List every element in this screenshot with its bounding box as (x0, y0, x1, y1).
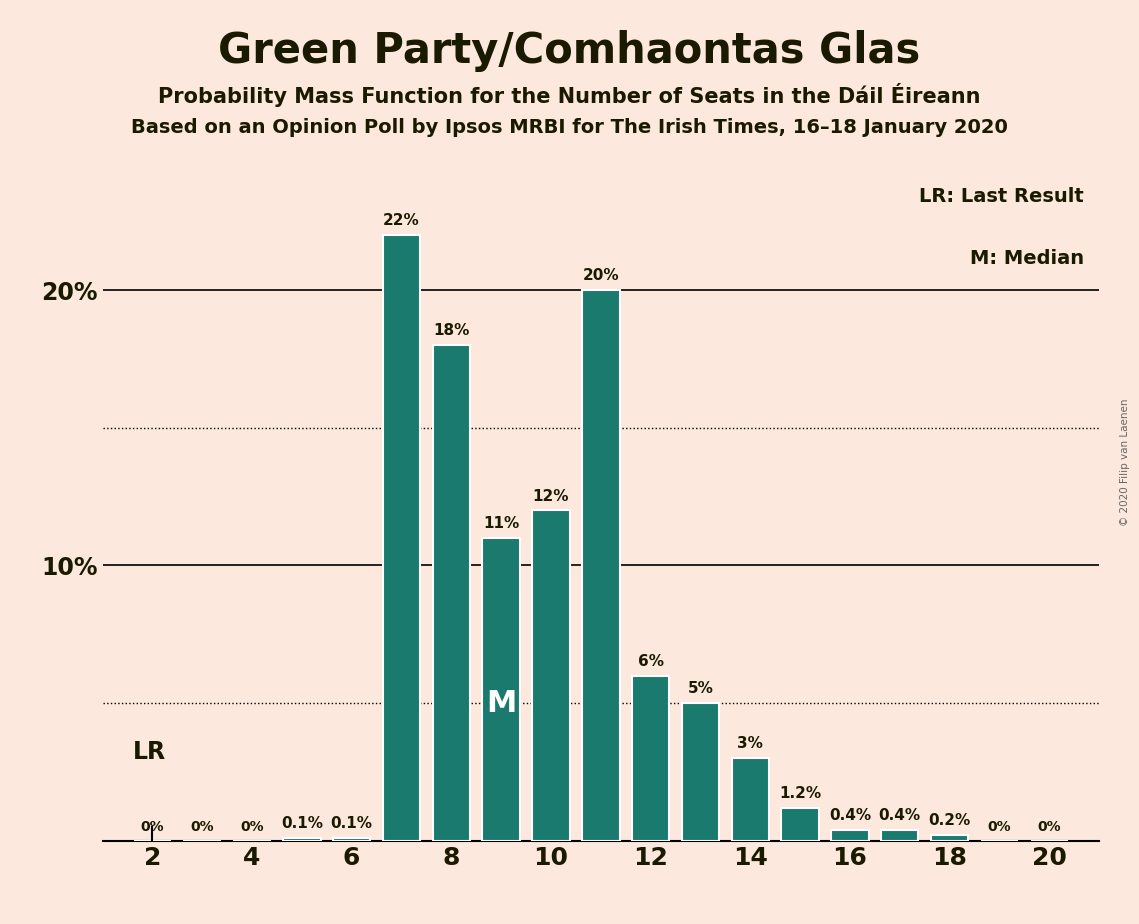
Bar (632, 675, 670, 841)
Text: 22%: 22% (383, 213, 420, 228)
Text: M: Median: M: Median (970, 249, 1084, 268)
Text: 0.1%: 0.1% (281, 816, 322, 832)
Text: M: M (486, 688, 516, 718)
Text: 0.1%: 0.1% (330, 816, 372, 832)
Bar (284, 838, 320, 841)
Bar (731, 759, 769, 841)
Text: Based on an Opinion Poll by Ipsos MRBI for The Irish Times, 16–18 January 2020: Based on an Opinion Poll by Ipsos MRBI f… (131, 118, 1008, 138)
Text: 18%: 18% (433, 323, 469, 338)
Bar (333, 838, 370, 841)
Text: 5%: 5% (688, 681, 713, 697)
Bar (882, 830, 918, 841)
Text: 3%: 3% (737, 736, 763, 751)
Text: 1.2%: 1.2% (779, 786, 821, 801)
Text: 0%: 0% (1038, 820, 1062, 834)
Text: 12%: 12% (533, 489, 570, 504)
Text: 11%: 11% (483, 517, 519, 531)
Text: Probability Mass Function for the Number of Seats in the Dáil Éireann: Probability Mass Function for the Number… (158, 83, 981, 107)
Text: 6%: 6% (638, 654, 664, 669)
Text: LR: LR (132, 740, 165, 764)
Bar (433, 346, 470, 841)
Text: 0%: 0% (240, 820, 264, 834)
Text: 0%: 0% (140, 820, 164, 834)
Text: 0.4%: 0.4% (829, 808, 871, 823)
Text: 0.2%: 0.2% (928, 813, 970, 829)
Bar (582, 290, 620, 841)
Text: © 2020 Filip van Laenen: © 2020 Filip van Laenen (1121, 398, 1130, 526)
Bar (483, 538, 519, 841)
Bar (831, 830, 869, 841)
Text: 0.4%: 0.4% (879, 808, 920, 823)
Bar (931, 835, 968, 841)
Text: 20%: 20% (582, 268, 620, 284)
Text: Green Party/Comhaontas Glas: Green Party/Comhaontas Glas (219, 30, 920, 72)
Text: 0%: 0% (988, 820, 1011, 834)
Bar (383, 235, 420, 841)
Bar (781, 808, 819, 841)
Bar (532, 510, 570, 841)
Text: 0%: 0% (190, 820, 214, 834)
Bar (682, 703, 719, 841)
Text: LR: Last Result: LR: Last Result (919, 187, 1084, 206)
